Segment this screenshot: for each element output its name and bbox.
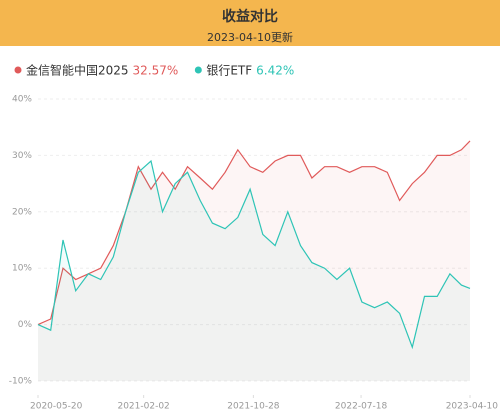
chart-title: 收益对比 xyxy=(222,9,278,25)
x-tick-label: 2022-07-18 xyxy=(335,402,388,411)
y-tick-label: 30% xyxy=(12,151,32,161)
legend-value: 32.57% xyxy=(133,64,179,78)
y-tick-label: 20% xyxy=(12,207,32,217)
x-tick-label: 2020-05-20 xyxy=(30,402,83,411)
chart: 金信智能中国2025 32.57% 银行ETF 6.42% -10% 0% 10% 20% 30… xyxy=(9,63,499,411)
y-tick-label: 40% xyxy=(12,95,32,105)
header: 收益对比 2023-04-10更新 xyxy=(0,0,500,46)
x-tick-label: 2021-02-02 xyxy=(117,402,169,411)
legend-label: 银行ETF xyxy=(206,64,252,78)
line xyxy=(37,159,471,350)
y-tick-label: 10% xyxy=(12,264,32,274)
legend-marker xyxy=(14,66,22,74)
y-tick-label: -10% xyxy=(9,377,33,387)
legend-marker xyxy=(194,66,202,74)
chart-subtitle: 2023-04-10更新 xyxy=(207,31,293,44)
area xyxy=(38,161,470,381)
legend-value: 6.42% xyxy=(256,64,294,78)
x-tick-label: 2023-04-10 xyxy=(446,402,499,411)
x-tick-label: 2021-10-28 xyxy=(227,402,280,411)
area xyxy=(38,140,470,381)
y-tick-label: 0% xyxy=(18,320,33,330)
legend-label: 金信智能中国2025 xyxy=(26,63,129,78)
line xyxy=(37,140,471,326)
